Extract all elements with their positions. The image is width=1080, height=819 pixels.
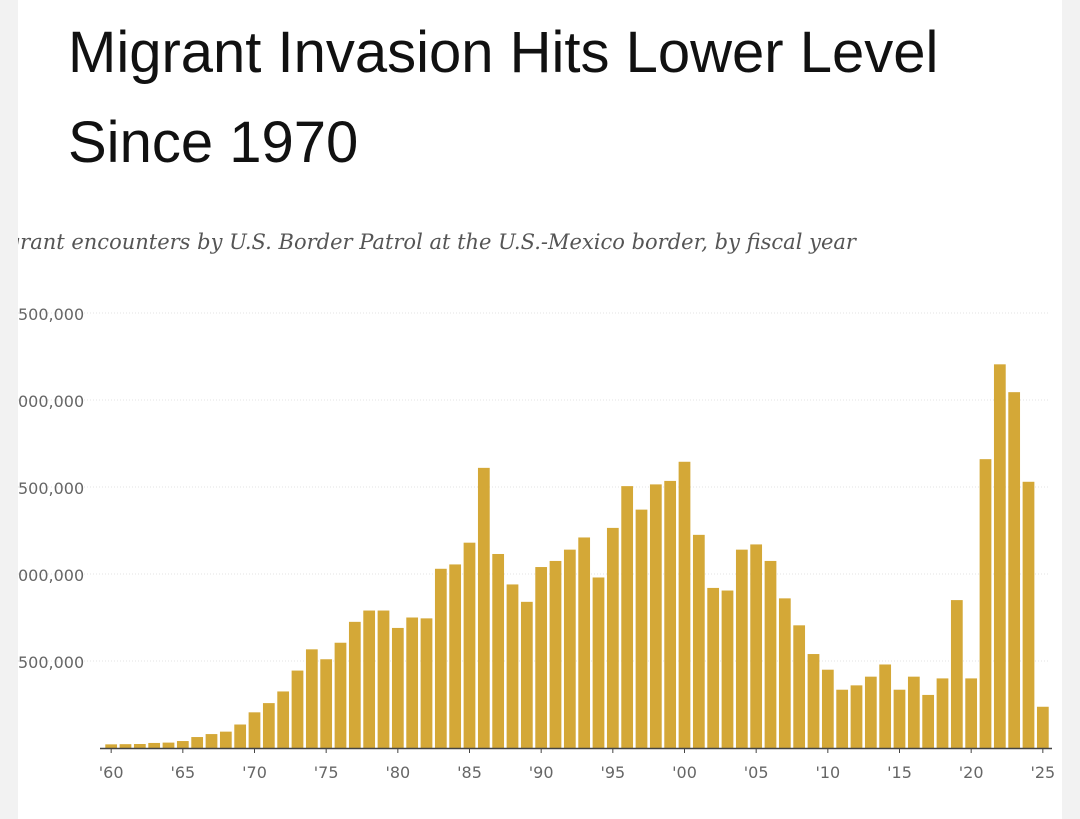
- bars: 1960: 210001961: 220001962: 230001963: 2…: [105, 364, 1049, 748]
- headline: Migrant Invasion Hits Lower Level Since …: [68, 20, 939, 175]
- x-tick-label: '95: [600, 763, 625, 782]
- x-tick-label: '60: [99, 763, 124, 782]
- x-tick-label: '10: [815, 763, 840, 782]
- bar-1985: 1985: 1180000: [463, 542, 476, 748]
- bar-2019: 2019: 850000: [950, 600, 963, 748]
- bar-1967: 1967: 80000: [205, 734, 218, 748]
- bar-1987: 1987: 1115000: [492, 553, 505, 748]
- bar-1973: 1973: 445000: [291, 670, 304, 748]
- bar-1966: 1966: 63000: [191, 737, 204, 748]
- bar-2014: 2014: 480000: [879, 664, 892, 748]
- bar-1978: 1978: 790000: [363, 610, 376, 748]
- x-tick-label: '90: [529, 763, 554, 782]
- bar-1999: 1999: 1535000: [664, 480, 677, 748]
- bar-1991: 1991: 1075000: [549, 560, 562, 748]
- bar-1989: 1989: 840000: [520, 601, 533, 748]
- bar-2007: 2007: 860000: [778, 598, 791, 748]
- bar-1992: 1992: 1140000: [563, 549, 576, 748]
- x-tick-label: '05: [744, 763, 769, 782]
- x-tick-label: '85: [457, 763, 482, 782]
- x-tick-label: '65: [170, 763, 195, 782]
- bar-1976: 1976: 605000: [334, 642, 347, 748]
- bar-1964: 1964: 31000: [162, 742, 175, 748]
- bar-1975: 1975: 510000: [320, 659, 333, 748]
- y-tick-label: 500,000: [18, 653, 84, 672]
- bar-1960: 1960: 21000: [105, 744, 118, 748]
- bar-2021: 2021: 1660000: [979, 459, 992, 748]
- bar-1988: 1988: 940000: [506, 584, 519, 748]
- bar-1981: 1981: 750000: [406, 617, 419, 748]
- bar-1962: 1962: 23000: [133, 744, 146, 748]
- x-tick-label: '25: [1030, 763, 1055, 782]
- bar-2020: 2020: 400000: [965, 678, 978, 748]
- bar-2009: 2009: 540000: [807, 654, 820, 748]
- bar-1961: 1961: 22000: [119, 744, 132, 748]
- bar-2015: 2015: 335000: [893, 689, 906, 748]
- bar-2005: 2005: 1170000: [750, 544, 763, 748]
- bar-2006: 2006: 1075000: [764, 560, 777, 748]
- bar-2018: 2018: 400000: [936, 678, 949, 748]
- bar-1990: 1990: 1040000: [535, 567, 548, 748]
- bar-1980: 1980: 690000: [391, 627, 404, 748]
- bar-1969: 1969: 135000: [234, 724, 247, 748]
- bar-2012: 2012: 360000: [850, 685, 863, 748]
- bar-1996: 1996: 1505000: [621, 486, 634, 748]
- bar-2008: 2008: 705000: [793, 625, 806, 748]
- bar-1972: 1972: 325000: [277, 691, 290, 748]
- y-tick-label: 500,000: [18, 305, 84, 324]
- bar-2010: 2010: 450000: [821, 669, 834, 748]
- chart-subtitle: igrant encounters by U.S. Border Patrol …: [18, 230, 856, 254]
- bar-1971: 1971: 258000: [262, 703, 275, 748]
- x-axis-labels: '60 '65 '70 '75 '80 '85 '90 '95 '00 '05 '10 '15 '20 '…: [99, 748, 1055, 782]
- bar-2004: 2004: 1140000: [735, 549, 748, 748]
- bar-1979: 1979: 790000: [377, 610, 390, 748]
- bar-1977: 1977: 725000: [348, 621, 361, 748]
- bar-1993: 1993: 1210000: [578, 537, 591, 748]
- bar-2000: 2000: 1645000: [678, 461, 691, 748]
- bar-1974: 1974: 567000: [305, 649, 318, 748]
- bar-1995: 1995: 1265000: [606, 527, 619, 748]
- bar-2011: 2011: 335000: [836, 689, 849, 748]
- gridlines: [18, 312, 1050, 662]
- y-tick-label: 000,000: [18, 392, 84, 411]
- bar-chart: 500,000 000,000 500,000 000,000 500,000 1960…: [18, 305, 1055, 782]
- x-tick-label: '70: [242, 763, 267, 782]
- bar-1965: 1965: 40000: [176, 741, 189, 748]
- y-tick-label: 500,000: [18, 479, 84, 498]
- bar-1968: 1968: 94000: [219, 731, 232, 748]
- bar-1984: 1984: 1055000: [449, 564, 462, 748]
- x-tick-label: '00: [672, 763, 697, 782]
- x-tick-label: '20: [959, 763, 984, 782]
- bar-2016: 2016: 410000: [907, 676, 920, 748]
- x-tick-label: '75: [314, 763, 339, 782]
- x-tick-label: '15: [887, 763, 912, 782]
- y-tick-label: 000,000: [18, 566, 84, 585]
- bar-2013: 2013: 410000: [864, 676, 877, 748]
- chart-card: Migrant Invasion Hits Lower Level Since …: [18, 0, 1062, 819]
- bar-2025: 2025: 237000: [1036, 706, 1049, 748]
- bar-1994: 1994: 980000: [592, 577, 605, 748]
- bar-1982: 1982: 745000: [420, 618, 433, 748]
- bar-1997: 1997: 1370000: [635, 509, 648, 748]
- bar-2024: 2024: 1530000: [1022, 481, 1035, 748]
- bar-2023: 2023: 2045000: [1008, 392, 1021, 748]
- bar-2002: 2002: 920000: [707, 587, 720, 748]
- bar-1983: 1983: 1030000: [434, 568, 447, 748]
- bar-2017: 2017: 305000: [922, 694, 935, 748]
- bar-1970: 1970: 205000: [248, 712, 261, 748]
- y-axis-labels: 500,000 000,000 500,000 000,000 500,000: [18, 305, 84, 672]
- x-tick-label: '80: [385, 763, 410, 782]
- bar-1963: 1963: 29000: [148, 742, 161, 748]
- bar-2003: 2003: 905000: [721, 590, 734, 748]
- bar-1998: 1998: 1515000: [649, 484, 662, 748]
- bar-2001: 2001: 1225000: [692, 534, 705, 748]
- bar-2022: 2022: 2205000: [993, 364, 1006, 748]
- bar-1986: 1986: 1610000: [477, 467, 490, 748]
